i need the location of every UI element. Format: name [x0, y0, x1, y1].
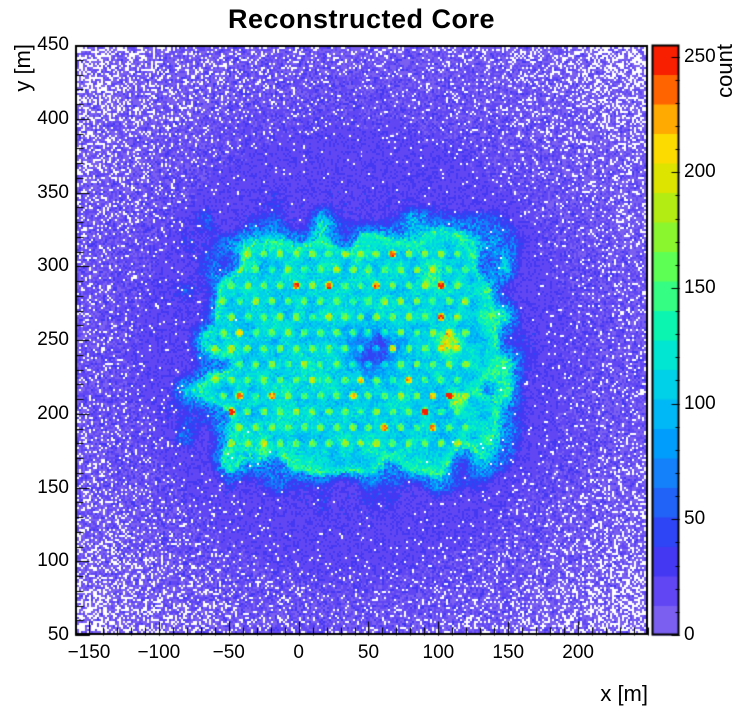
y-tick-label: 200: [37, 402, 69, 424]
x-tick-label: 50: [357, 642, 380, 663]
x-axis-title: x [m]: [600, 681, 648, 706]
x-tick-label: 0: [293, 642, 304, 663]
z-tick-label: 0: [684, 624, 695, 645]
x-tick-label: −50: [212, 642, 245, 663]
chart-title: Reconstructed Core: [227, 4, 496, 34]
y-tick-label: 450: [37, 34, 69, 55]
z-tick-label: 250: [684, 45, 716, 67]
z-tick-label: 100: [684, 392, 716, 414]
y-tick-label: 300: [37, 255, 69, 277]
x-tick-label: 100: [422, 642, 455, 663]
y-tick-label: 100: [37, 550, 69, 572]
x-tick-label: 150: [492, 642, 525, 663]
x-tick-label: 200: [562, 642, 594, 663]
y-tick-label: 50: [47, 624, 69, 645]
y-tick-label: 150: [37, 476, 69, 498]
z-tick-label: 200: [684, 161, 716, 183]
x-tick-label: −100: [137, 642, 181, 663]
z-tick-label: 50: [684, 508, 706, 530]
y-tick-label: 400: [37, 107, 69, 129]
y-tick-label: 250: [37, 329, 69, 350]
y-tick-label: 350: [37, 181, 69, 203]
colorbar-title: count: [712, 44, 737, 98]
z-tick-label: 150: [684, 276, 716, 298]
x-tick-label: −150: [67, 642, 111, 663]
